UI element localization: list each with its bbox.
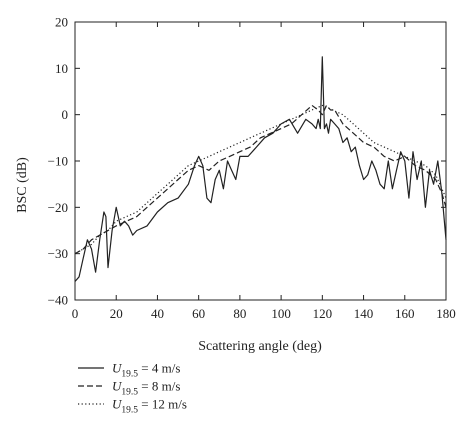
plot-area — [74, 21, 447, 301]
axes-layer: 0 20 40 60 80 100 120 140 160 18020100−10−20−30−4… — [48, 15, 456, 322]
x-tick-label: 140 — [354, 306, 374, 321]
x-tick-label: 100 — [271, 306, 291, 321]
x-tick-label: 160 — [395, 306, 415, 321]
y-tick-label: −30 — [48, 246, 68, 261]
legend-label-1: U19.5 = 4 m/s — [112, 361, 180, 380]
x-tick-label: 0 — [72, 306, 79, 321]
plot-frame — [74, 21, 447, 301]
series-layer — [74, 56, 447, 282]
legend-label-2: U19.5 = 8 m/s — [112, 379, 180, 398]
x-tick-label: 60 — [192, 306, 205, 321]
x-tick-label: 120 — [313, 306, 333, 321]
y-tick-label: −10 — [48, 154, 68, 169]
y-tick-label: 10 — [55, 61, 68, 76]
y-tick-label: −20 — [48, 200, 68, 215]
legend-label-3: U19.5 = 12 m/s — [112, 397, 187, 416]
series-line-1 — [74, 56, 447, 282]
x-axis-title: Scattering angle (deg) — [198, 339, 322, 354]
series-line-2 — [74, 104, 447, 255]
x-tick-label: 20 — [110, 306, 123, 321]
y-tick-label: 0 — [62, 107, 69, 122]
y-tick-label: −40 — [48, 293, 68, 308]
y-axis-title: BSC (dB) — [15, 157, 30, 213]
x-tick-label: 80 — [233, 306, 246, 321]
x-tick-label: 40 — [151, 306, 164, 321]
x-tick-label: 180 — [436, 306, 456, 321]
y-tick-label: 20 — [55, 15, 68, 30]
